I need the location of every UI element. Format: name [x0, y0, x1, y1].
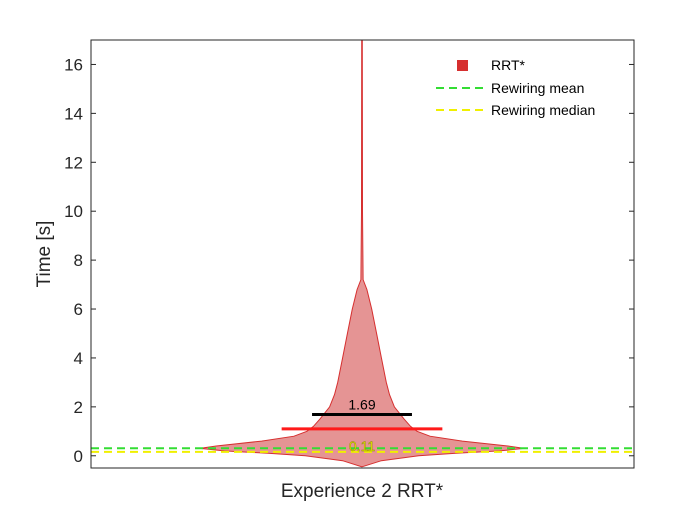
y-tick-label: 8 [74, 251, 83, 270]
y-tick-label: 14 [64, 104, 83, 123]
y-axis-label: Time [s] [34, 221, 55, 288]
plot-frame [90, 39, 635, 469]
x-category-label: Experience 2 RRT* [281, 481, 444, 502]
legend-rewiring-mean-label: Rewiring mean [491, 80, 584, 96]
rewiring-median-value-label: 0.11 [349, 438, 375, 454]
legend-rrt-label: RRT* [491, 57, 526, 73]
y-tick-label: 12 [64, 153, 83, 172]
y-tick-label: 6 [74, 300, 83, 319]
stat-lines: 1.69 0.11 [281, 396, 443, 454]
y-tick-label: 10 [64, 202, 83, 221]
y-tick-label: 2 [74, 398, 83, 417]
y-axis-ticks: 0 2 4 6 8 10 12 14 16 [64, 55, 634, 466]
y-tick-label: 0 [74, 447, 83, 466]
y-tick-label: 4 [74, 349, 83, 368]
legend-rrt-marker [457, 60, 468, 71]
legend-rewiring-median-label: Rewiring median [491, 102, 595, 118]
legend: RRT* Rewiring mean Rewiring median [436, 57, 595, 118]
mean-value-label: 1.69 [348, 396, 375, 412]
y-tick-label: 16 [64, 55, 83, 74]
